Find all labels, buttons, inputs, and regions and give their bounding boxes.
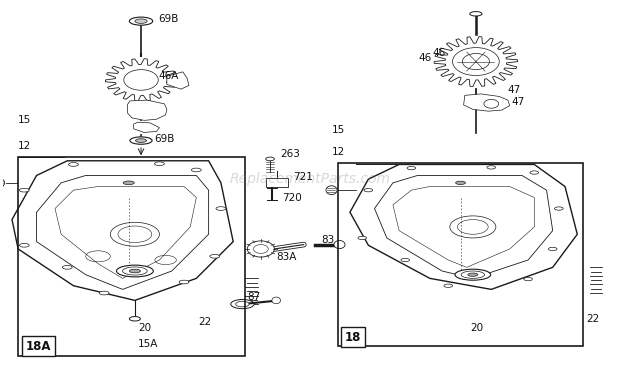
Ellipse shape: [123, 267, 147, 275]
Text: 46A: 46A: [158, 71, 179, 81]
Ellipse shape: [266, 157, 275, 161]
Text: 83: 83: [321, 235, 334, 245]
Ellipse shape: [19, 188, 29, 192]
Polygon shape: [134, 122, 159, 132]
Ellipse shape: [358, 236, 366, 239]
Polygon shape: [105, 59, 177, 101]
Ellipse shape: [135, 19, 147, 23]
Text: 18A: 18A: [25, 340, 51, 353]
Text: 47: 47: [508, 85, 521, 95]
Text: 46: 46: [433, 48, 446, 59]
Bar: [266, 178, 288, 187]
Circle shape: [463, 53, 489, 70]
Text: 15: 15: [18, 115, 32, 125]
Text: 20: 20: [138, 323, 151, 333]
Circle shape: [484, 100, 498, 108]
Ellipse shape: [154, 162, 164, 166]
Ellipse shape: [69, 163, 78, 166]
Ellipse shape: [549, 247, 557, 251]
Ellipse shape: [130, 317, 140, 321]
Polygon shape: [434, 37, 518, 87]
Ellipse shape: [364, 188, 373, 192]
Ellipse shape: [407, 166, 415, 170]
Text: 69B: 69B: [158, 14, 179, 24]
Ellipse shape: [456, 181, 466, 185]
Ellipse shape: [334, 241, 345, 248]
Text: 47: 47: [512, 97, 525, 107]
Ellipse shape: [401, 258, 410, 261]
Circle shape: [124, 70, 158, 90]
Ellipse shape: [99, 291, 109, 295]
Ellipse shape: [461, 271, 484, 278]
Polygon shape: [464, 94, 510, 111]
Text: 12: 12: [18, 141, 32, 151]
Ellipse shape: [236, 301, 249, 307]
Ellipse shape: [216, 207, 226, 210]
Polygon shape: [12, 161, 233, 300]
Text: 15A: 15A: [138, 339, 158, 349]
Ellipse shape: [19, 244, 29, 247]
Circle shape: [254, 245, 268, 253]
Text: 46: 46: [418, 53, 432, 63]
Ellipse shape: [130, 137, 152, 144]
Polygon shape: [128, 100, 167, 120]
Ellipse shape: [530, 171, 539, 174]
Polygon shape: [167, 72, 189, 89]
Ellipse shape: [136, 139, 146, 142]
Bar: [338, 163, 583, 347]
Ellipse shape: [326, 186, 337, 195]
Ellipse shape: [468, 273, 478, 276]
Text: 12: 12: [332, 147, 345, 157]
Bar: [18, 157, 246, 355]
Ellipse shape: [231, 300, 254, 309]
Ellipse shape: [63, 266, 72, 269]
Ellipse shape: [554, 207, 563, 210]
Text: ReplacementParts.com: ReplacementParts.com: [229, 172, 391, 186]
Ellipse shape: [0, 178, 4, 188]
Ellipse shape: [487, 166, 495, 169]
Ellipse shape: [444, 284, 453, 287]
Polygon shape: [350, 164, 577, 289]
Ellipse shape: [117, 265, 153, 277]
Text: 69B: 69B: [154, 135, 175, 144]
Text: 83A: 83A: [276, 253, 296, 263]
Circle shape: [247, 241, 275, 257]
Text: 18: 18: [345, 330, 361, 344]
Text: 22: 22: [198, 317, 211, 327]
Ellipse shape: [130, 269, 140, 273]
Circle shape: [453, 48, 499, 75]
Ellipse shape: [130, 17, 153, 25]
Ellipse shape: [192, 168, 202, 172]
Text: 22: 22: [587, 314, 600, 324]
Ellipse shape: [455, 269, 490, 280]
Ellipse shape: [123, 181, 135, 185]
Ellipse shape: [272, 297, 280, 304]
Ellipse shape: [470, 12, 482, 16]
Text: 87: 87: [247, 292, 261, 302]
Text: 263: 263: [280, 149, 300, 159]
Text: 721: 721: [293, 172, 312, 182]
Ellipse shape: [524, 278, 533, 281]
Text: 20: 20: [470, 323, 483, 333]
Ellipse shape: [210, 254, 219, 258]
Text: 15: 15: [332, 125, 345, 135]
Ellipse shape: [179, 280, 189, 284]
Text: 720: 720: [282, 193, 302, 203]
